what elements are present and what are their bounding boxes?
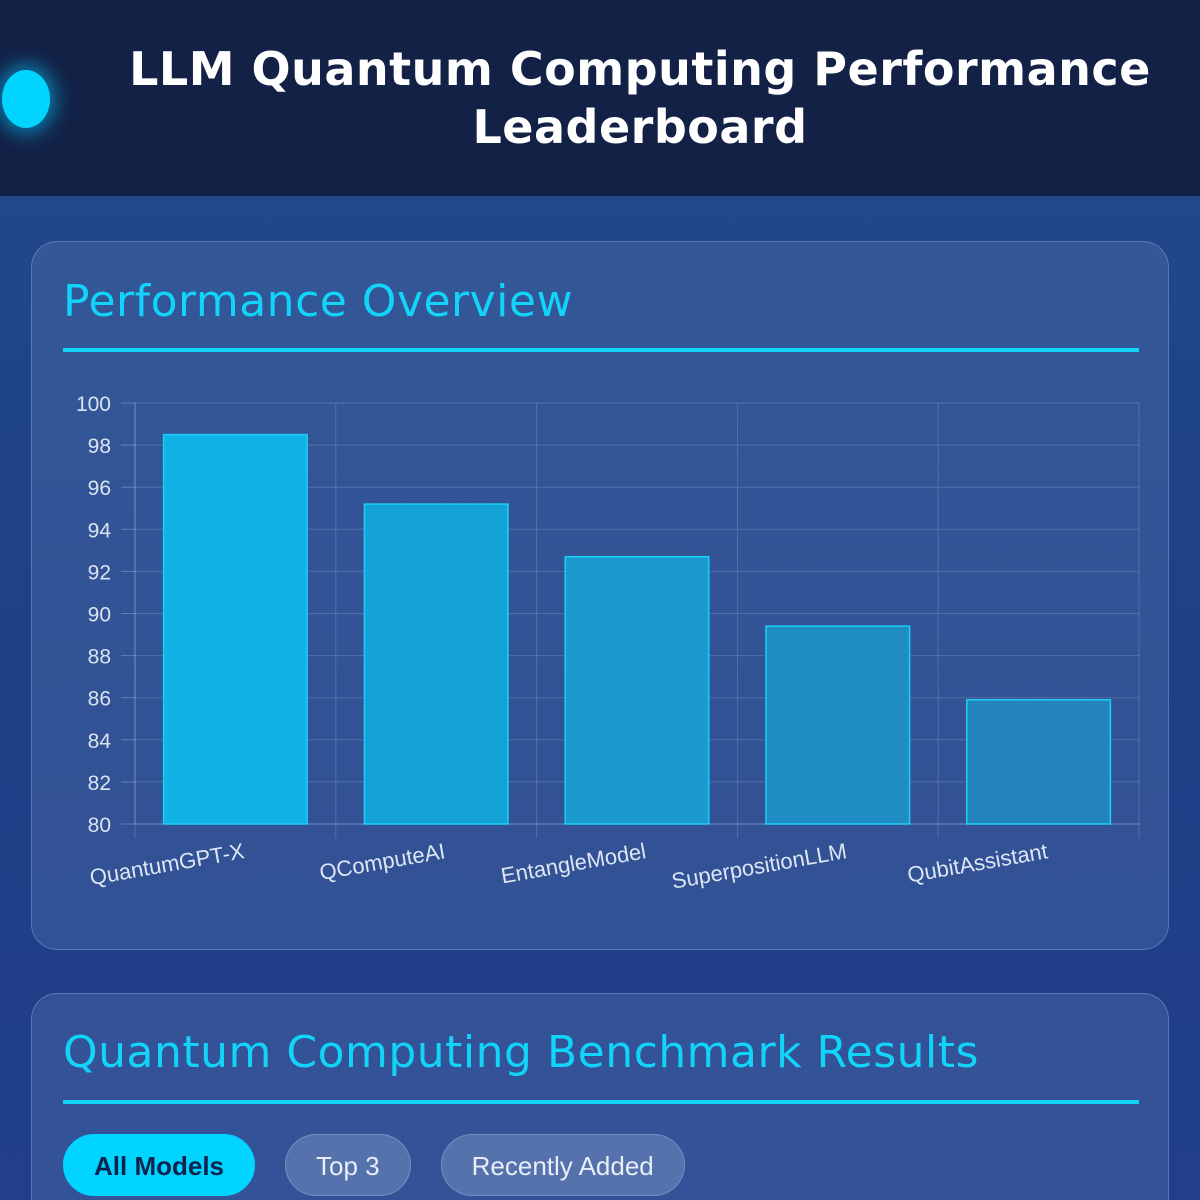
benchmark-title: Quantum Computing Benchmark Results bbox=[63, 1027, 979, 1078]
overview-title: Performance Overview bbox=[63, 276, 573, 327]
y-tick-label: 82 bbox=[88, 772, 111, 795]
filter-top-3-button[interactable]: Top 3 bbox=[285, 1134, 411, 1196]
y-tick-label: 96 bbox=[88, 477, 111, 500]
benchmark-divider bbox=[63, 1100, 1139, 1104]
page-title: LLM Quantum Computing Performance Leader… bbox=[129, 42, 1151, 154]
filter-all-models-button[interactable]: All Models bbox=[63, 1134, 256, 1196]
benchmark-results-card: Quantum Computing Benchmark Results All … bbox=[31, 993, 1169, 1200]
x-tick-label: QComputeAI bbox=[317, 838, 447, 885]
bar-quantumgpt-x bbox=[162, 433, 308, 825]
bar-entanglemodel bbox=[564, 555, 710, 825]
y-tick-label: 86 bbox=[88, 688, 111, 711]
y-tick-label: 94 bbox=[88, 519, 112, 542]
y-tick-label: 80 bbox=[88, 814, 111, 837]
bar-qcomputeai bbox=[363, 503, 509, 825]
y-tick-label: 98 bbox=[88, 435, 111, 458]
y-tick-label: 90 bbox=[88, 604, 111, 627]
filter-recently-added-button[interactable]: Recently Added bbox=[440, 1134, 685, 1196]
y-tick-label: 84 bbox=[88, 730, 112, 753]
bar-qubitassistant bbox=[966, 699, 1112, 825]
y-tick-label: 92 bbox=[88, 561, 111, 584]
bar-superpositionllm bbox=[765, 625, 911, 825]
header: LLM Quantum Computing Performance Leader… bbox=[0, 0, 1200, 196]
logo-glow-icon bbox=[2, 70, 50, 128]
performance-bar-chart: 80 82 84 86 88 90 92 94 96 98 100 QuantumGPT-X QComp… bbox=[76, 393, 1140, 894]
x-tick-label: EntangleModel bbox=[499, 838, 648, 888]
y-tick-label: 100 bbox=[76, 393, 111, 416]
y-tick-label: 88 bbox=[88, 646, 111, 669]
overview-divider bbox=[63, 348, 1139, 352]
x-tick-label: SuperpositionLLM bbox=[670, 838, 849, 893]
filter-tabs: All Models Top 3 Recently Added bbox=[63, 1134, 685, 1196]
performance-overview-card: Performance Overview 80 82 84 86 88 90 92 94 96 9… bbox=[31, 241, 1169, 950]
x-tick-label: QubitAssistant bbox=[905, 838, 1049, 887]
x-tick-label: QuantumGPT-X bbox=[88, 838, 247, 890]
